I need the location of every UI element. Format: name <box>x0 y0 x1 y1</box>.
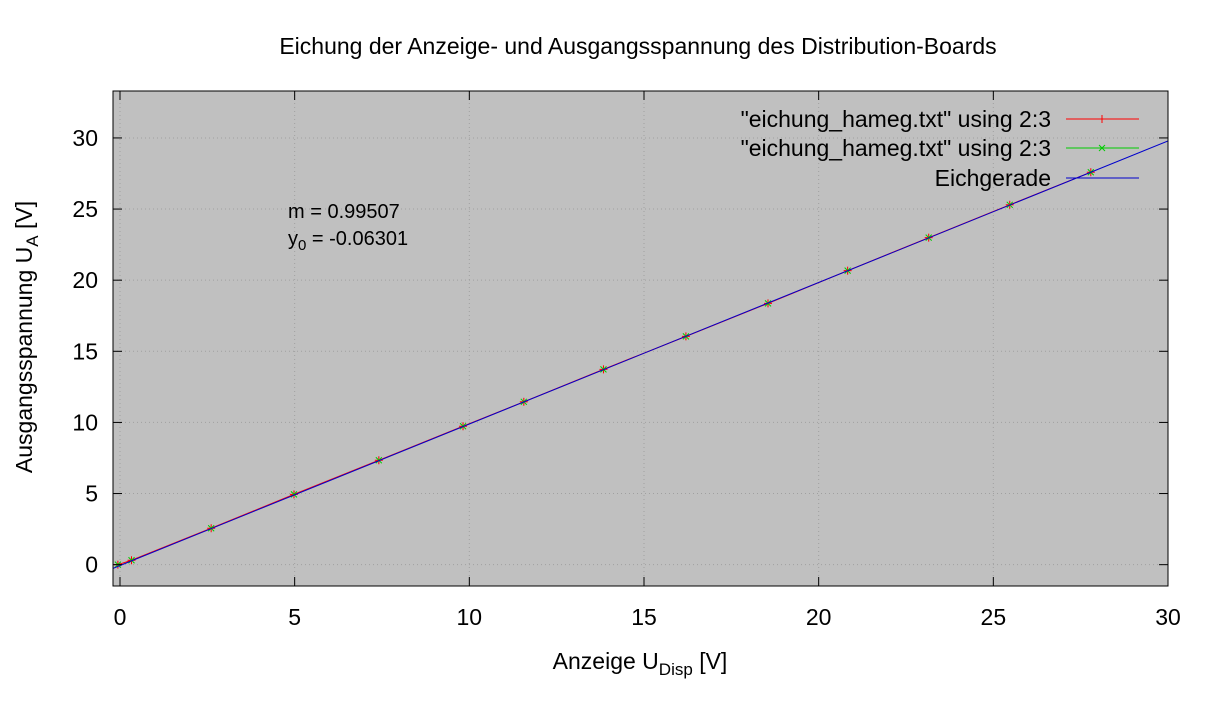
y-tick-label: 20 <box>72 267 98 293</box>
legend-entry: "eichung_hameg.txt" using 2:3 <box>741 135 1139 161</box>
plot-content <box>113 140 1168 569</box>
fit-annotation: m = 0.99507 y0 = -0.06301 <box>288 201 408 254</box>
y-axis-label-base: Ausgangsspannung U <box>11 247 37 473</box>
annotation-intercept-base: y <box>288 228 298 250</box>
x-tick-label: 30 <box>1155 604 1181 630</box>
x-tick-label: 25 <box>981 604 1007 630</box>
legend-marker <box>1098 115 1106 123</box>
annotation-intercept-rest: = -0.06301 <box>306 228 408 250</box>
grid-lines <box>113 91 1168 586</box>
legend-label: "eichung_hameg.txt" using 2:3 <box>741 135 1051 161</box>
plot-background <box>113 91 1168 586</box>
data-point <box>128 556 135 564</box>
tick-labels: 0 5 10 15 20 25 30 0 5 10 15 20 25 30 <box>72 125 1180 630</box>
x-tick-label: 5 <box>288 604 301 630</box>
x-axis-label-unit: [V] <box>693 648 728 674</box>
y-axis-label-sub: A <box>23 235 42 247</box>
legend-label: Eichgerade <box>935 165 1051 191</box>
annotation-intercept: y0 = -0.06301 <box>288 228 408 254</box>
y-axis-label-unit: [V] <box>11 201 37 236</box>
x-tick-label: 20 <box>806 604 832 630</box>
y-tick-label: 15 <box>72 338 98 364</box>
y-tick-label: 5 <box>85 481 98 507</box>
legend: "eichung_hameg.txt" using 2:3 "eichung_ha… <box>741 106 1139 191</box>
legend-label: "eichung_hameg.txt" using 2:3 <box>741 106 1051 132</box>
y-tick-label: 30 <box>72 125 98 151</box>
annotation-slope: m = 0.99507 <box>288 201 400 223</box>
series-2 <box>113 140 1168 569</box>
y-axis-label: Ausgangsspannung UA [V] <box>11 201 42 473</box>
legend-entry: Eichgerade <box>935 165 1139 191</box>
annotation-intercept-sub: 0 <box>298 237 306 254</box>
x-tick-label: 0 <box>114 604 127 630</box>
x-tick-label: 10 <box>457 604 483 630</box>
x-axis-label-base: Anzeige U <box>553 648 659 674</box>
plot-frame <box>112 90 1169 587</box>
legend-entry: "eichung_hameg.txt" using 2:3 <box>741 106 1139 132</box>
x-tick-label: 15 <box>631 604 657 630</box>
y-tick-label: 0 <box>85 552 98 578</box>
x-axis-label-sub: Disp <box>659 660 693 679</box>
x-axis-label: Anzeige UDisp [V] <box>553 648 728 679</box>
chart-title: Eichung der Anzeige- und Ausgangsspannun… <box>279 33 996 59</box>
y-tick-label: 10 <box>72 409 98 435</box>
axis-ticks <box>113 91 1169 586</box>
legend-marker <box>1098 144 1106 152</box>
fit-line <box>113 140 1168 569</box>
y-tick-label: 25 <box>72 196 98 222</box>
